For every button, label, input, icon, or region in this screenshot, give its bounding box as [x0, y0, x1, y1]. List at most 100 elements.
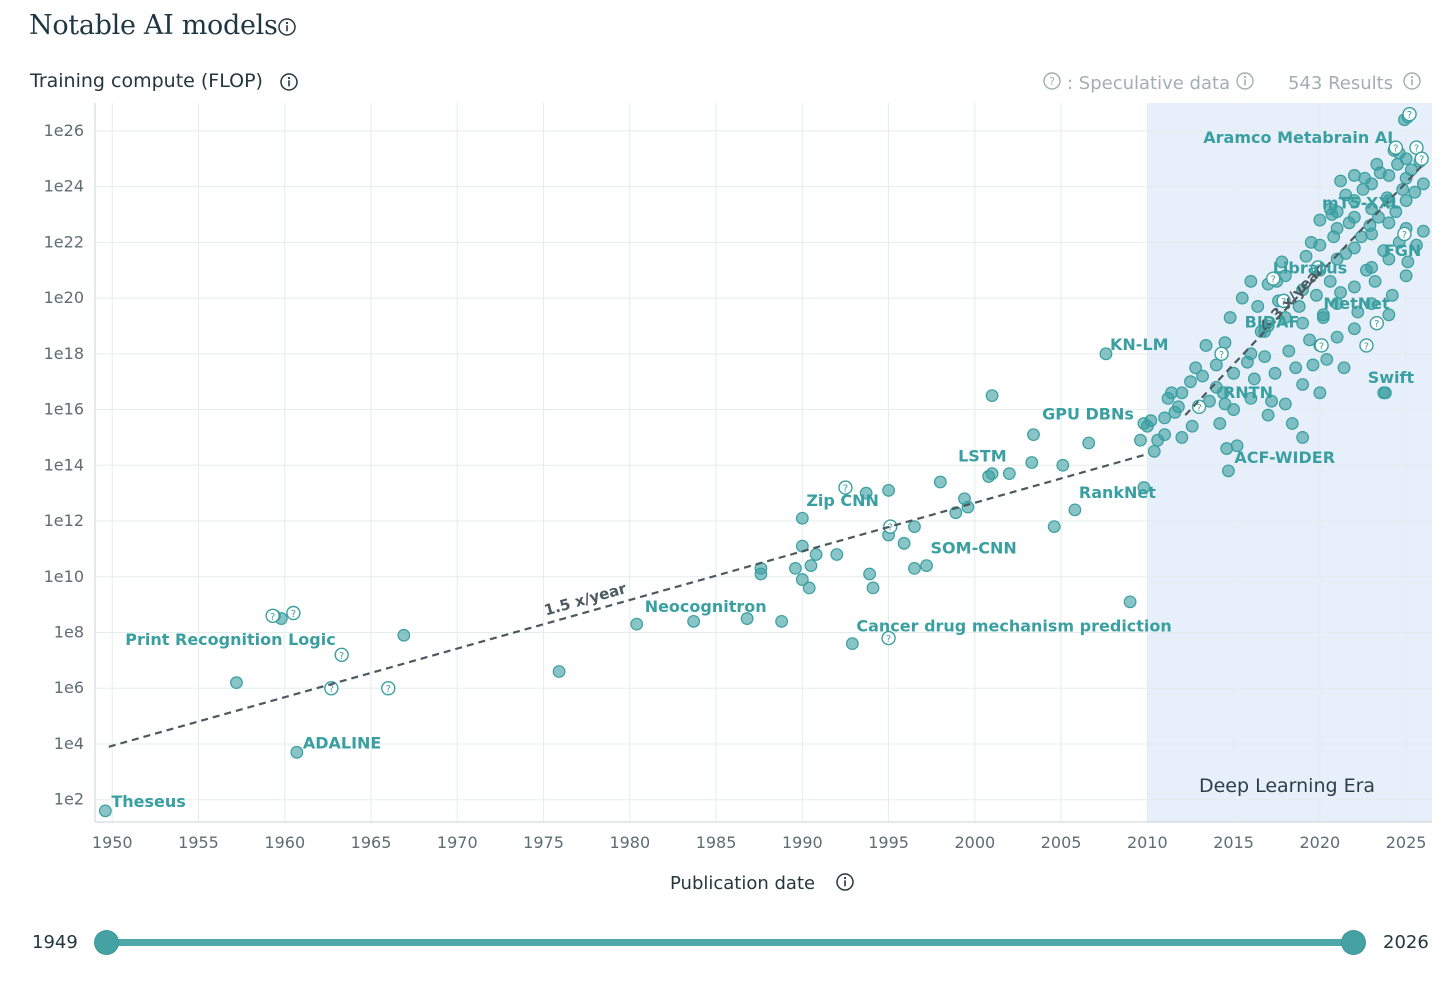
x-tick-label: 2020 [1300, 833, 1341, 852]
data-point [1137, 481, 1151, 494]
x-tick-label: 1975 [523, 833, 564, 852]
data-point [230, 676, 243, 690]
data-point [1251, 300, 1265, 313]
x-tick-label: 2015 [1213, 833, 1254, 852]
data-point [1334, 174, 1347, 188]
data-point [1199, 339, 1213, 352]
point-label: Swift [1368, 368, 1415, 387]
labeled-data-point [985, 467, 999, 481]
data-point [1223, 311, 1237, 324]
data-point [1185, 419, 1199, 433]
data-point [1354, 230, 1368, 244]
svg-text:?: ? [1319, 341, 1324, 352]
data-point [1275, 255, 1289, 269]
x-tick-label: 1995 [868, 833, 909, 852]
trend-line [108, 453, 1148, 748]
svg-text:?: ? [886, 634, 891, 645]
x-axis-label[interactable]: Publication date [670, 873, 816, 894]
range-slider-track[interactable] [107, 939, 1354, 946]
range-slider-max-handle[interactable] [1342, 931, 1365, 954]
data-point [1261, 408, 1275, 422]
x-tick-label: 1970 [437, 833, 478, 852]
speculative-info-icon[interactable] [1236, 72, 1254, 95]
results-info-icon[interactable] [1403, 72, 1421, 95]
speculative-data-point: ? [324, 681, 339, 696]
x-tick-label: 2000 [954, 833, 995, 852]
speculative-data-point: ? [1402, 106, 1417, 122]
speculative-data-point: ? [1397, 226, 1412, 242]
point-label: Cancer drug mechanism prediction [856, 617, 1171, 636]
x-tick-label: 1950 [92, 833, 133, 852]
x-tick-label: 2005 [1041, 833, 1082, 852]
range-slider-min-handle[interactable] [95, 931, 118, 954]
data-point [1330, 330, 1344, 344]
data-point [1175, 386, 1189, 400]
labeled-data-point [1377, 386, 1391, 400]
data-point [1372, 210, 1385, 224]
point-label: Zip CNN [806, 491, 879, 510]
svg-text:?: ? [270, 612, 275, 623]
point-label: KN-LM [1110, 335, 1169, 354]
data-point [1382, 216, 1396, 230]
y-tick-label: 1e24 [44, 177, 84, 196]
data-point [1265, 394, 1278, 408]
y-axis-info-icon[interactable] [280, 73, 298, 95]
data-point [1389, 205, 1403, 219]
data-point [1330, 222, 1344, 235]
data-point [1175, 431, 1189, 444]
y-tick-label: 1e8 [54, 622, 84, 641]
data-point [1184, 375, 1197, 389]
y-tick-label: 1e16 [44, 400, 84, 419]
data-point [1002, 467, 1016, 481]
data-point [1365, 297, 1379, 311]
point-label: Neocognitron [645, 597, 767, 616]
page-title: Notable AI models [29, 10, 278, 41]
labeled-data-point [290, 745, 304, 759]
svg-text:?: ? [1219, 350, 1224, 361]
labeled-data-point [1316, 308, 1330, 322]
data-point [802, 581, 816, 595]
data-point [1134, 433, 1147, 447]
speculative-data-point: ? [1369, 315, 1384, 331]
data-point [1296, 431, 1310, 444]
data-point [1213, 417, 1227, 430]
point-label: ADALINE [303, 733, 382, 752]
data-point [1227, 366, 1241, 380]
x-axis-info-icon[interactable] [836, 873, 854, 895]
data-point [1025, 456, 1039, 469]
point-label: SOM-CNN [931, 539, 1017, 558]
data-point [1310, 288, 1323, 302]
svg-text:?: ? [329, 684, 334, 695]
data-point [1382, 169, 1396, 182]
data-point [1172, 400, 1185, 414]
data-point [1296, 378, 1310, 391]
data-point [1323, 274, 1337, 288]
title-info-icon[interactable] [278, 18, 296, 40]
labeled-data-point [1401, 255, 1415, 269]
data-point [1244, 274, 1258, 288]
data-point [1082, 436, 1096, 450]
point-label: Libratus [1273, 258, 1347, 277]
point-label: RNTN [1223, 383, 1273, 402]
data-point [1158, 428, 1171, 442]
data-point [908, 561, 921, 575]
svg-text:?: ? [1315, 263, 1320, 274]
data-point [1385, 288, 1399, 302]
data-point [1347, 241, 1361, 255]
data-point [1196, 369, 1209, 383]
point-label: mT5-XXL [1322, 193, 1401, 212]
data-point [1220, 442, 1234, 455]
data-point [795, 573, 809, 586]
range-max-label: 2026 [1383, 932, 1429, 953]
y-axis-label[interactable]: Training compute (FLOP) [30, 70, 263, 92]
data-point [1347, 169, 1361, 182]
data-point [1358, 171, 1372, 185]
data-point [1347, 280, 1361, 294]
labeled-data-point [795, 511, 809, 525]
data-point [882, 483, 895, 497]
point-label: FGN [1384, 241, 1421, 260]
data-point [897, 536, 911, 550]
data-point [804, 559, 818, 573]
range-min-label: 1949 [32, 932, 78, 953]
